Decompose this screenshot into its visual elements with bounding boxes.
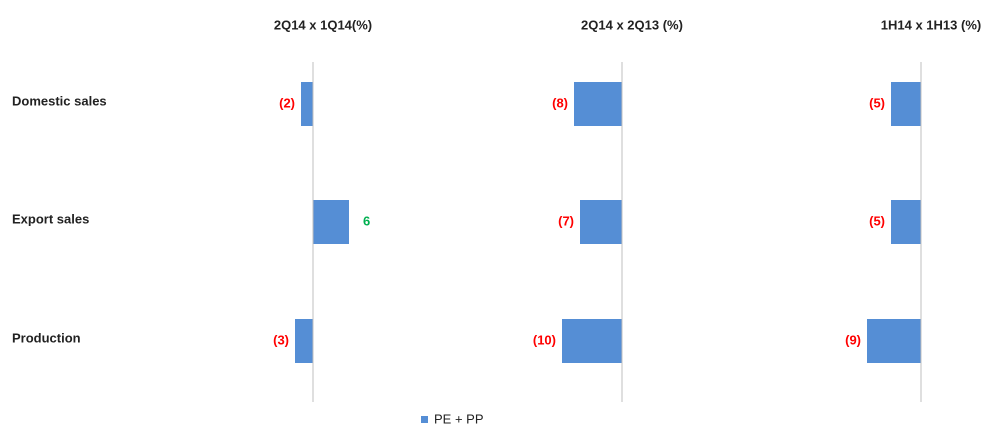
value-label: (5) — [869, 95, 885, 110]
panel-title: 1H14 x 1H13 (%) — [881, 17, 981, 32]
bar — [891, 82, 921, 126]
bar — [562, 319, 622, 363]
bar — [295, 319, 313, 363]
value-label: (3) — [273, 332, 289, 347]
bar — [301, 82, 313, 126]
bar — [891, 200, 921, 244]
value-label: (2) — [279, 95, 295, 110]
legend-label: PE + PP — [434, 411, 484, 425]
legend-swatch — [421, 416, 428, 423]
value-label: (9) — [845, 332, 861, 347]
value-label: (5) — [869, 213, 885, 228]
bar — [313, 200, 349, 244]
value-label: (10) — [533, 332, 556, 347]
panel-title: 2Q14 x 2Q13 (%) — [581, 17, 683, 32]
value-label: (7) — [558, 213, 574, 228]
value-label: 6 — [363, 213, 370, 228]
panel-title: 2Q14 x 1Q14(%) — [274, 17, 372, 32]
category-label: Domestic sales — [12, 93, 107, 108]
category-label: Export sales — [12, 211, 89, 226]
category-label: Production — [12, 330, 81, 345]
value-label: (8) — [552, 95, 568, 110]
bar — [580, 200, 622, 244]
bar — [867, 319, 921, 363]
bar — [574, 82, 622, 126]
